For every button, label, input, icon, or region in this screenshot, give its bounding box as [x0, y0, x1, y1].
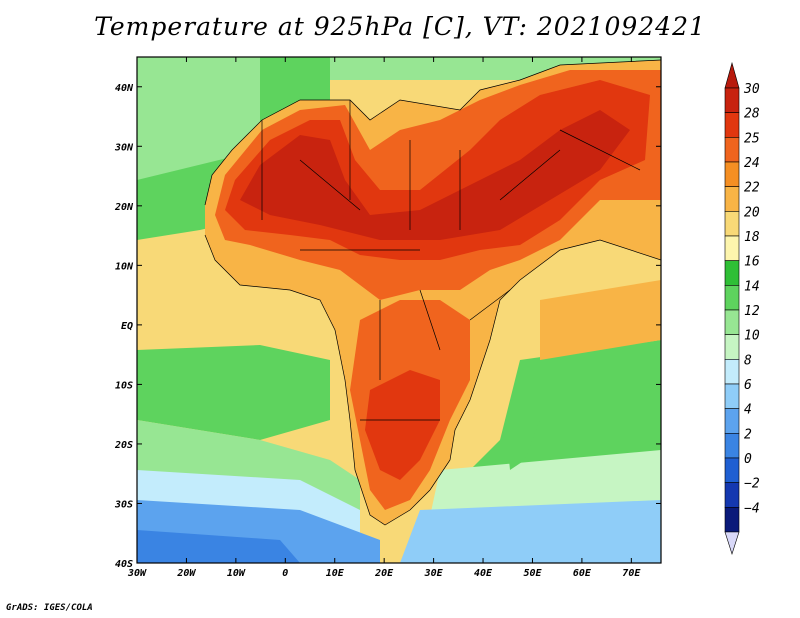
- colorbar-swatch: [724, 137, 740, 163]
- lon-tick-label: 60E: [573, 568, 592, 579]
- colorbar-label: 22: [744, 181, 760, 196]
- colorbar-label: 18: [744, 230, 760, 245]
- colorbar-label: 8: [744, 353, 752, 368]
- colorbar-swatch: [724, 260, 740, 286]
- colorbar-label: 0: [744, 452, 752, 467]
- longitude-axis: 30W 20W 10W 0 10E 20E 30E 40E 50E 60E 70E: [127, 57, 641, 579]
- colorbar-swatch: [724, 285, 740, 311]
- lat-tick-label: 20S: [114, 440, 133, 451]
- lon-tick-label: 30E: [424, 568, 444, 579]
- colorbar-label: 12: [744, 304, 760, 319]
- country-borders: [204, 59, 661, 526]
- colorbar-max-arrow: [724, 61, 740, 89]
- colorbar-label: 30: [743, 82, 760, 97]
- madagascar: [505, 390, 540, 470]
- colorbar-label: 20: [744, 205, 760, 220]
- land-hottest: [240, 110, 630, 240]
- indian-ocean-cool: [400, 500, 661, 563]
- colorbar-swatch: [724, 433, 740, 459]
- lon-tick-label: 0: [282, 568, 288, 579]
- chart-title: Temperature at 925hPa [C], VT: 202109242…: [94, 12, 706, 41]
- south-atlantic-green: [137, 345, 330, 440]
- lon-tick-label: 20W: [176, 568, 196, 579]
- credit-footer: GrADS: IGES/COLA: [6, 603, 93, 613]
- lon-tick-label: 30W: [127, 568, 147, 579]
- colorbar-swatch: [724, 408, 740, 434]
- lat-tick-label: 30N: [114, 142, 134, 153]
- colorbar-swatch: [724, 359, 740, 385]
- colorbar-label: 6: [744, 378, 752, 393]
- latitude-axis: 40N 30N 20N 10N EQ 10S 20S 30S 40S: [114, 83, 661, 570]
- colorbar-swatch: [724, 457, 740, 483]
- lat-tick-label: 10N: [115, 261, 134, 272]
- colorbar-label: 2: [744, 427, 752, 442]
- colorbar-swatch: [724, 309, 740, 335]
- colorbar-min-arrow: [724, 531, 740, 555]
- lon-tick-label: 20E: [374, 568, 394, 579]
- colorbar-swatch: [724, 482, 740, 508]
- colorbar-swatch: [724, 507, 740, 533]
- lat-tick-label: 30S: [114, 499, 133, 510]
- colorbar-swatch: [724, 112, 740, 138]
- colorbar-swatch: [724, 383, 740, 409]
- lat-tick-label: 40S: [115, 559, 133, 570]
- lon-tick-label: 70E: [622, 568, 641, 579]
- lon-tick-label: 50E: [523, 568, 542, 579]
- lat-tick-label: 40N: [115, 83, 134, 94]
- colorbar-label: 4: [744, 403, 752, 418]
- map-field: [137, 57, 661, 563]
- arabian-sea-warm: [540, 280, 661, 360]
- colorbar-swatch: [724, 161, 740, 187]
- colorbar-swatch: [724, 87, 740, 113]
- south-atlantic-coldest: [137, 530, 300, 563]
- map-frame: [136, 56, 662, 564]
- colorbar-swatch: [724, 235, 740, 261]
- colorbar-label: 28: [744, 107, 760, 122]
- lat-tick-label: EQ: [121, 321, 133, 332]
- colorbar-label: 24: [744, 156, 760, 171]
- southern-africa-very-hot: [365, 370, 440, 480]
- lon-tick-label: 10W: [227, 568, 246, 579]
- colorbar-swatch: [724, 211, 740, 237]
- colorbar-label: 16: [744, 255, 760, 270]
- colorbar-label: 25: [744, 131, 760, 146]
- colorbar-label: 10: [744, 329, 760, 344]
- colorbar-label: −2: [744, 477, 760, 492]
- colorbar-swatch: [724, 334, 740, 360]
- lon-tick-label: 10E: [326, 568, 345, 579]
- colorbar-label: 14: [744, 279, 760, 294]
- north-atlantic-light: [137, 57, 260, 180]
- colorbar-swatch: [724, 186, 740, 212]
- lat-tick-label: 10S: [115, 380, 133, 391]
- colorbar-label: −4: [744, 501, 760, 516]
- lat-tick-label: 20N: [114, 202, 134, 213]
- lon-tick-label: 40E: [474, 568, 493, 579]
